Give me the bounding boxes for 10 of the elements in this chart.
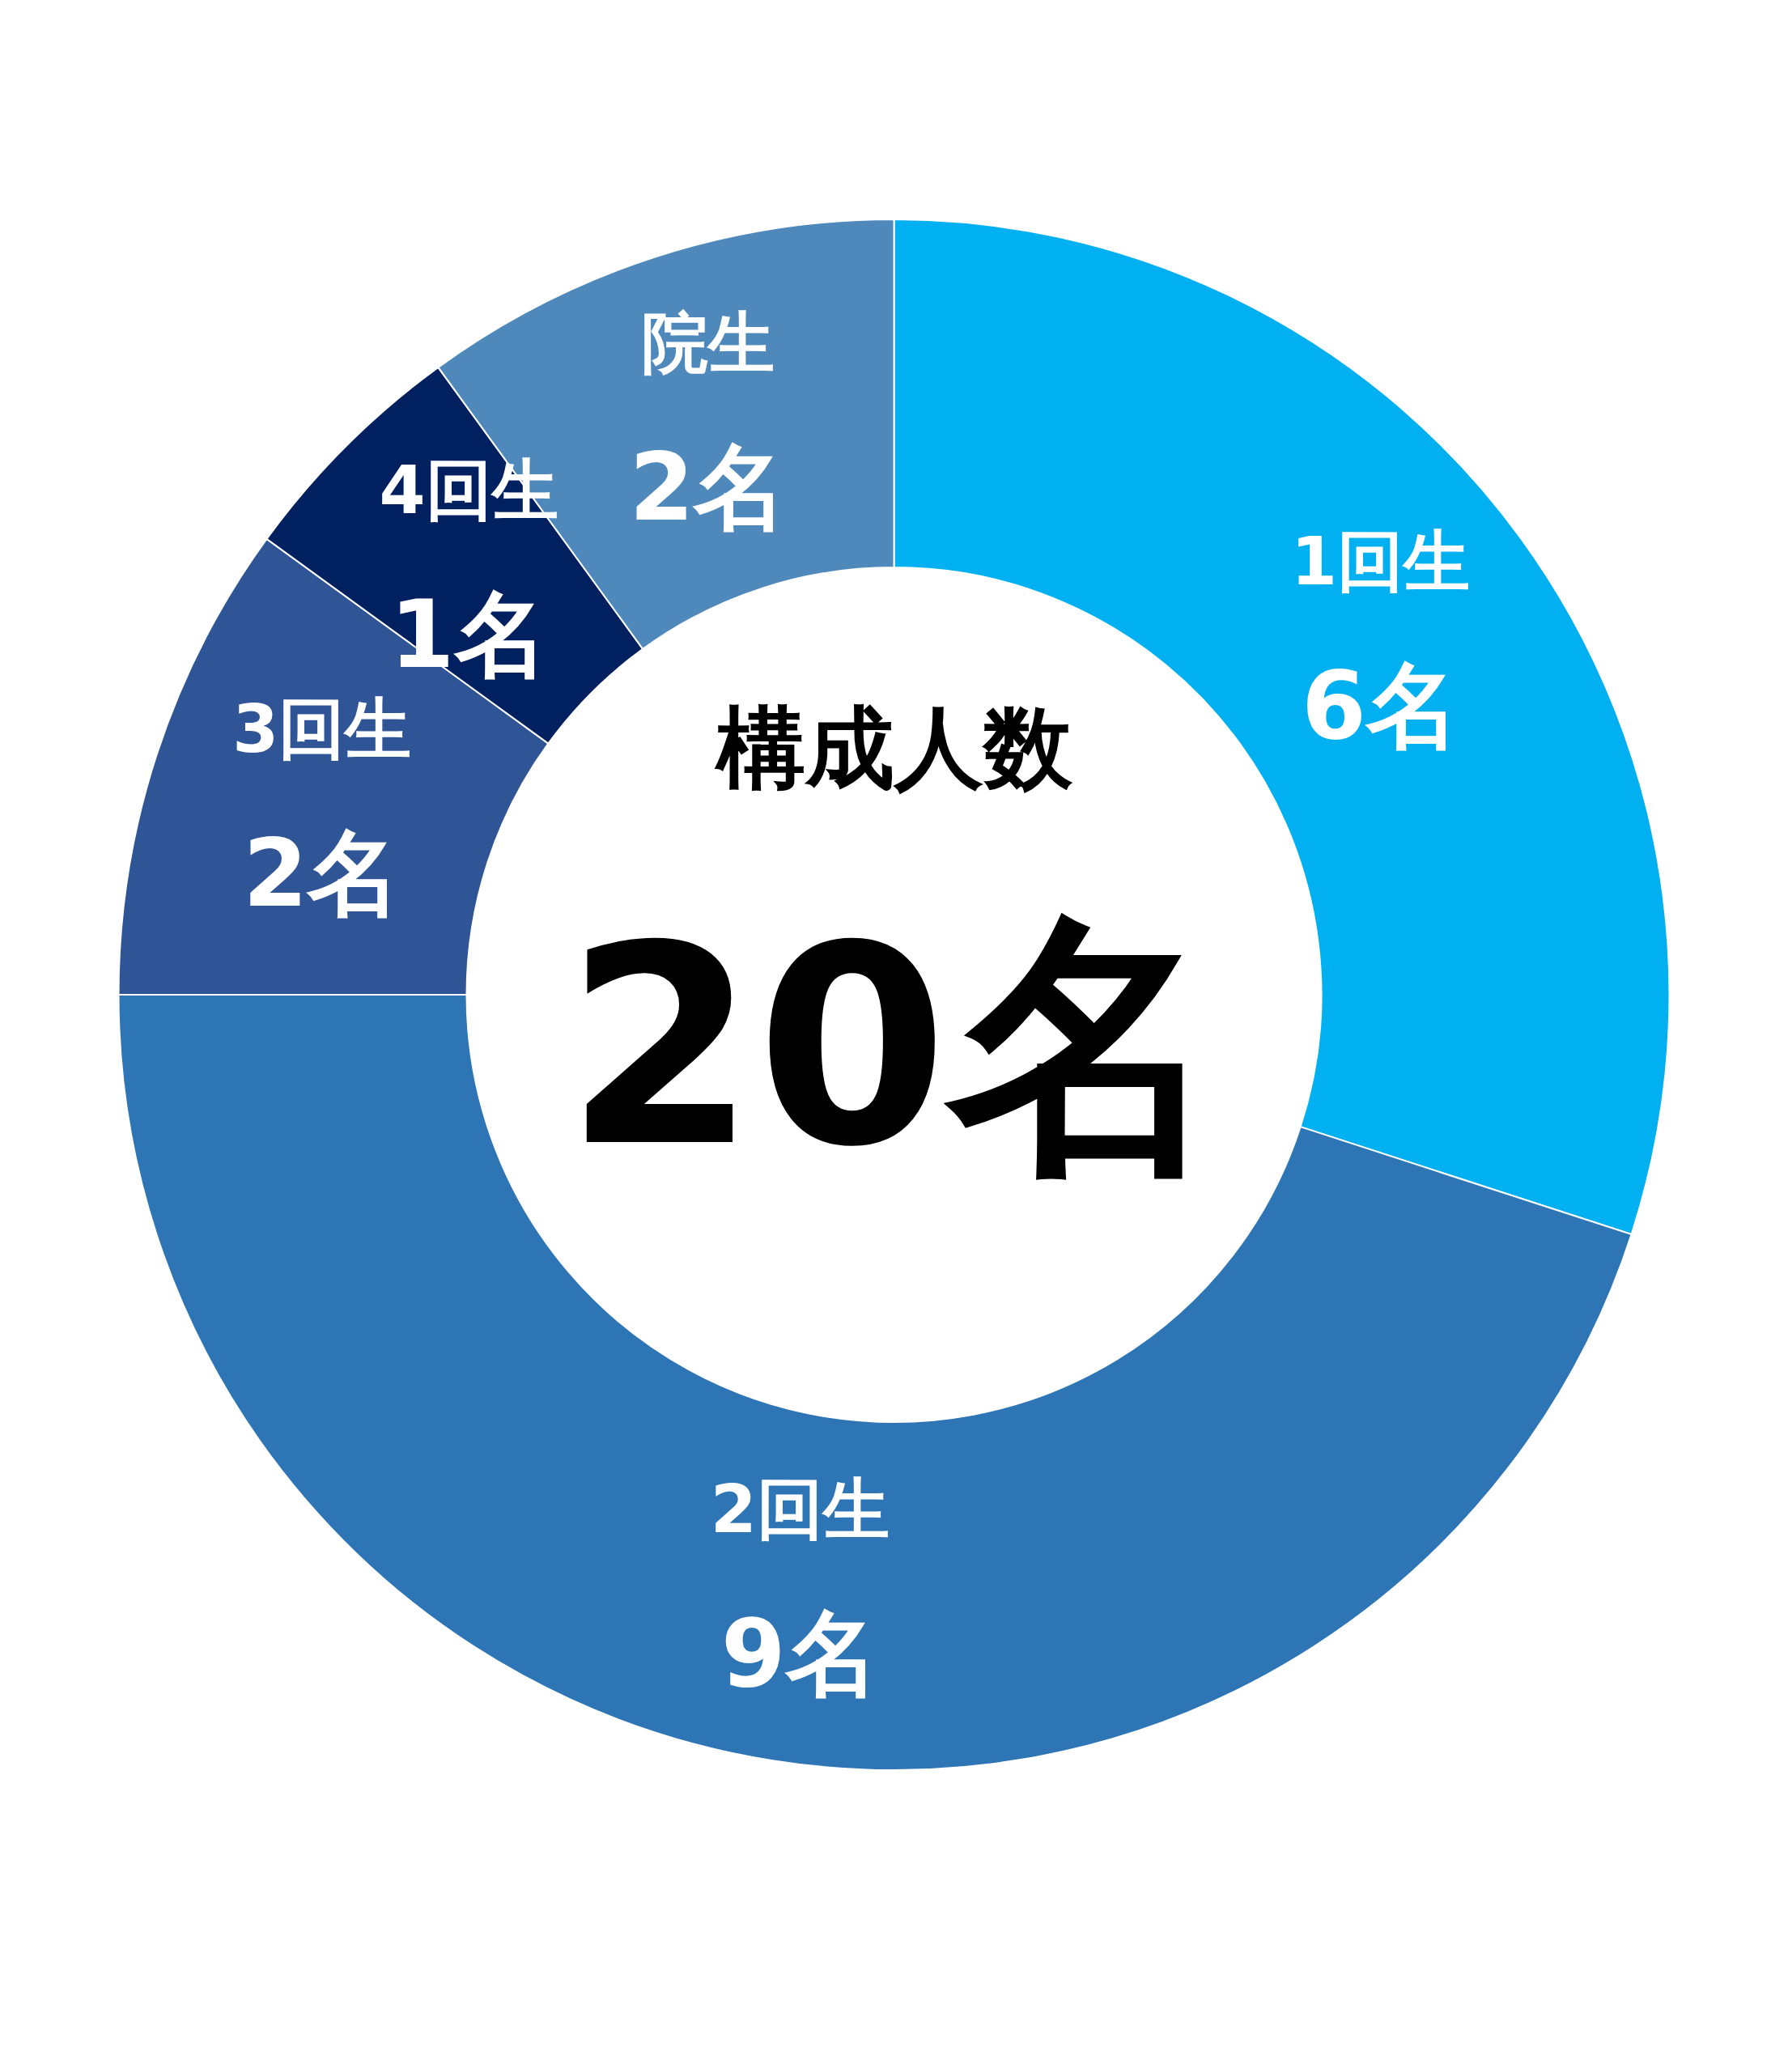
text: 20名: [564, 886, 1224, 1207]
data-label: 6名: [1302, 652, 1460, 761]
data-label: 2名: [629, 433, 788, 542]
data-label: 2名: [243, 819, 401, 928]
slice-label: 3回生: [232, 690, 412, 768]
slice-label: 院生: [641, 304, 775, 382]
slice-label: 2回生: [710, 1470, 890, 1548]
data-label: 9名: [720, 1599, 879, 1708]
text: 構成人数: [713, 696, 1073, 800]
slice-label: 1回生: [1291, 523, 1471, 601]
